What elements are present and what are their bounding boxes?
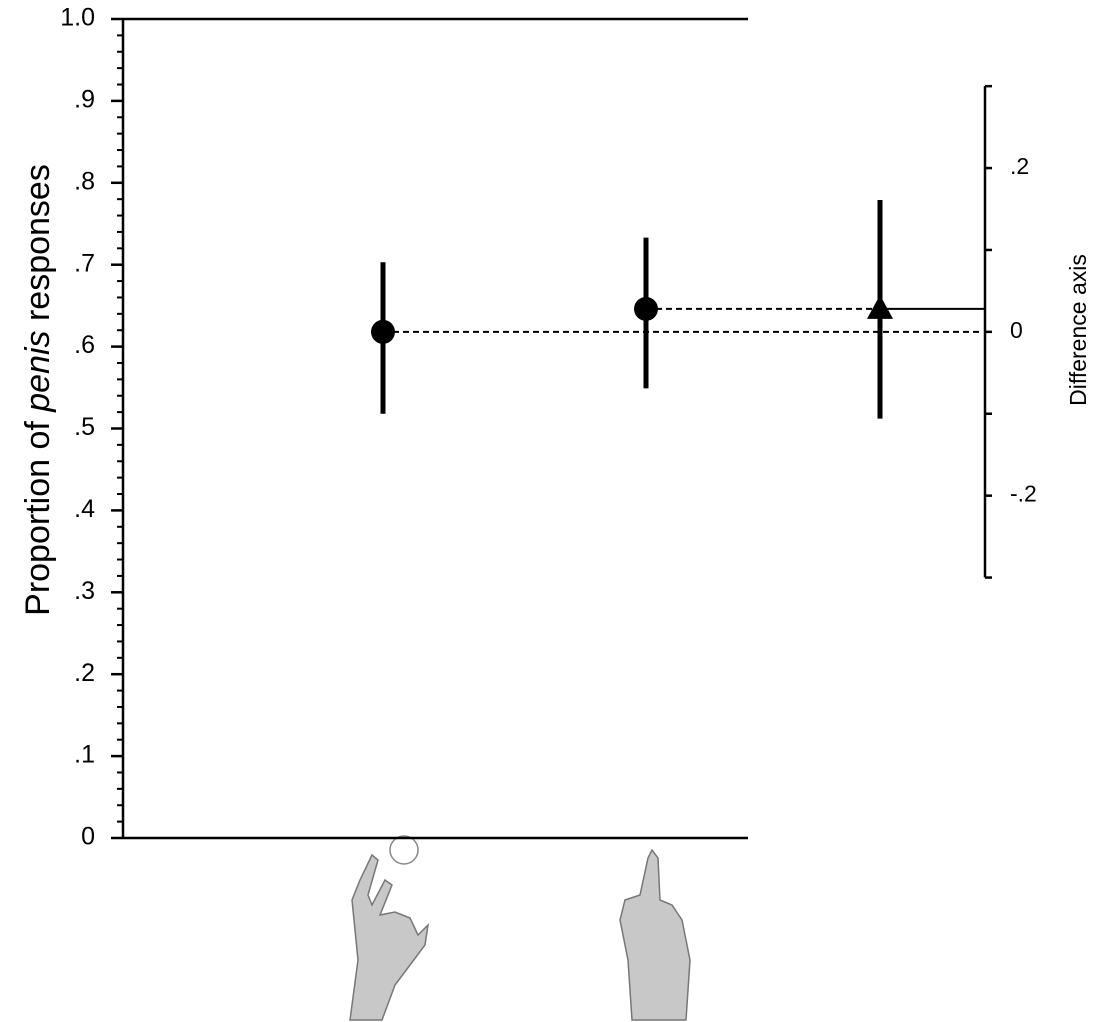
y-tick-label: .7 xyxy=(74,249,95,277)
y-tick-label: 1.0 xyxy=(60,4,95,32)
y2-tick-label: -.2 xyxy=(1010,481,1037,507)
mean-point xyxy=(371,319,395,344)
ok-hand-icon xyxy=(349,835,430,1021)
y2-axis-label: Difference axis xyxy=(1065,254,1091,406)
y-axis-label-part: penis xyxy=(19,330,57,412)
y-tick-label: .8 xyxy=(74,167,95,195)
mean-point xyxy=(634,296,658,321)
y-tick-label: .6 xyxy=(74,331,95,359)
y-tick-label: .2 xyxy=(74,659,95,687)
middle-finger-icon xyxy=(619,848,691,1021)
y-tick-label: 0 xyxy=(81,823,95,851)
y-axis-label: Proportion of penis responses xyxy=(19,164,57,616)
difference-point xyxy=(867,294,893,319)
y-axis-label-part: Proportion of xyxy=(19,412,57,616)
y2-tick-label: 0 xyxy=(1010,317,1023,343)
y-tick-label: .9 xyxy=(74,86,95,114)
y2-tick-label: .2 xyxy=(1010,153,1029,179)
y-tick-label: .3 xyxy=(74,577,95,605)
y-tick-label: .1 xyxy=(74,741,95,769)
y-tick-label: .4 xyxy=(74,495,95,523)
y-axis-label-part: responses xyxy=(19,164,57,330)
y-tick-label: .5 xyxy=(74,413,95,441)
